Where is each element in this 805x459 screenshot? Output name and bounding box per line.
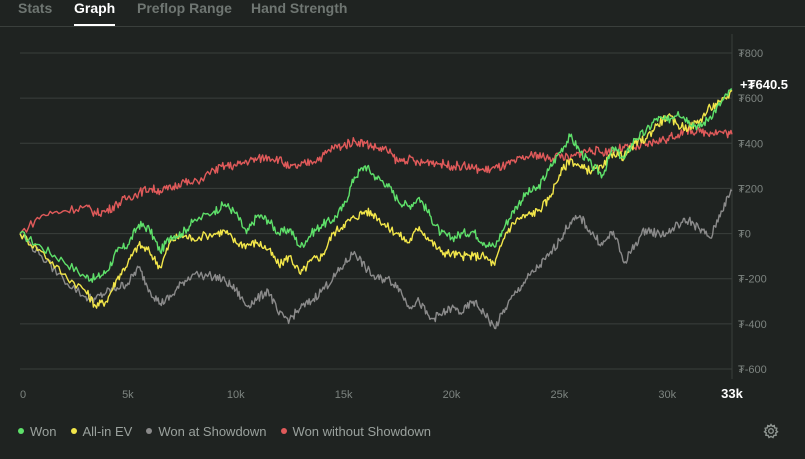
legend-item-won-without-showdown[interactable]: Won without Showdown bbox=[280, 423, 432, 439]
legend-label-won: Won bbox=[30, 423, 57, 439]
won-series-line bbox=[19, 88, 732, 283]
legend-label-allin-ev: All-in EV bbox=[82, 423, 133, 439]
x-tick-label: 30k bbox=[658, 389, 676, 401]
all-in-ev-series-line bbox=[19, 89, 733, 309]
y-tick-label: ₮-200 bbox=[738, 274, 767, 286]
gear-icon[interactable] bbox=[763, 423, 779, 439]
y-tick-label: ₮0 bbox=[738, 229, 751, 241]
x-tick-label: 15k bbox=[335, 389, 353, 401]
y-tick-label: ₮600 bbox=[738, 93, 763, 105]
tab-hand-strength[interactable]: Hand Strength bbox=[251, 0, 348, 16]
legend-dot-allin-ev bbox=[70, 428, 77, 434]
won-without-showdown-series-line bbox=[19, 126, 733, 235]
chart-legend: Won All-in EV Won at Showdown Won withou… bbox=[18, 423, 431, 439]
profit-chart-svg[interactable]: ₮800 ₮600 ₮400 ₮200 ₮0 ₮-200 ₮-400 ₮-600 0 5k 10k 1… bbox=[0, 27, 805, 410]
final-value-label: +₮640.5 bbox=[740, 77, 788, 92]
legend-item-allin-ev[interactable]: All-in EV bbox=[70, 423, 133, 439]
won-at-showdown-series-line bbox=[19, 189, 733, 330]
tab-stats[interactable]: Stats bbox=[18, 0, 53, 16]
x-tick-label: 10k bbox=[227, 389, 245, 401]
legend-dot-won bbox=[18, 428, 24, 434]
tab-graph[interactable]: Graph bbox=[74, 0, 116, 26]
tab-preflop-range[interactable]: Preflop Range bbox=[137, 0, 232, 16]
x-tick-label: 25k bbox=[551, 389, 569, 401]
y-tick-label: ₮400 bbox=[738, 138, 763, 150]
legend-item-won-at-showdown[interactable]: Won at Showdown bbox=[146, 423, 267, 439]
tab-bar: Stats Graph Preflop Range Hand Strength bbox=[0, 0, 805, 27]
legend-dot-won-at-showdown bbox=[146, 428, 153, 434]
legend-item-won[interactable]: Won bbox=[18, 424, 57, 439]
legend-dot-won-without-showdown bbox=[280, 428, 287, 434]
legend-label-won-at-showdown: Won at Showdown bbox=[158, 423, 267, 439]
x-tick-label: 20k bbox=[443, 389, 461, 401]
y-tick-label: ₮800 bbox=[738, 48, 763, 60]
y-tick-label: ₮-600 bbox=[738, 364, 767, 376]
profit-graph[interactable]: ₮800 ₮600 ₮400 ₮200 ₮0 ₮-200 ₮-400 ₮-600 0 5k 10k 1… bbox=[0, 27, 805, 410]
y-tick-label: ₮200 bbox=[738, 183, 763, 195]
x-tick-label: 0 bbox=[20, 389, 26, 401]
legend-label-won-without-showdown: Won without Showdown bbox=[292, 423, 432, 439]
x-tick-label: 5k bbox=[122, 389, 134, 401]
x-tick-label: 33k bbox=[721, 386, 743, 401]
y-tick-label: ₮-400 bbox=[738, 319, 767, 331]
